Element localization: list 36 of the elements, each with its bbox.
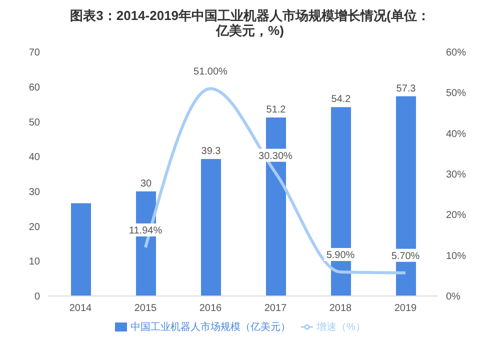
y2-tick-label: 50%	[446, 88, 466, 100]
y2-tick-label: 0%	[446, 292, 461, 303]
y-tick-label: 40	[28, 152, 40, 164]
legend-label: 中国工业机器人市场规模（亿美元）	[130, 322, 291, 333]
data-label: 5.90%	[326, 250, 355, 262]
x-tick-label: 2016	[199, 303, 222, 314]
data-label: 30	[140, 178, 152, 190]
y-tick-label: 10	[28, 256, 40, 268]
y2-tick-label: 10%	[446, 250, 466, 262]
bar	[201, 159, 221, 296]
y-tick-label: 30	[28, 186, 40, 198]
data-label: 57.3	[396, 83, 416, 94]
y2-tick-label: 30%	[446, 170, 466, 181]
legend-label: 增速（%）	[316, 322, 366, 333]
x-tick-label: 2019	[394, 303, 418, 314]
y-tick-label: 50	[28, 117, 40, 128]
data-label: 51.00%	[194, 66, 228, 78]
y2-tick-label: 20%	[446, 210, 466, 222]
y-tick-label: 0	[34, 292, 40, 303]
data-label: 54.2	[331, 94, 352, 106]
x-tick-label: 2018	[329, 303, 352, 314]
data-label: 30.30%	[258, 150, 293, 162]
y-tick-label: 60	[28, 82, 40, 94]
y2-tick-label: 60%	[446, 48, 466, 59]
bar	[71, 203, 91, 296]
data-label: 11.94%	[128, 225, 162, 236]
data-label: 5.70%	[391, 250, 420, 262]
x-tick-label: 2014	[69, 303, 92, 314]
data-label: 39.3	[201, 146, 222, 158]
data-label: 51.2	[266, 104, 286, 116]
chart-title: 图表3：2014-2019年中国工业机器人市场规模增长情况(单位：亿美元，%)	[70, 8, 430, 38]
y-tick-label: 70	[28, 48, 40, 59]
y2-tick-label: 40%	[446, 128, 466, 140]
y-tick-label: 20	[28, 222, 40, 233]
x-tick-label: 2015	[134, 303, 158, 314]
x-tick-label: 2017	[264, 303, 288, 314]
